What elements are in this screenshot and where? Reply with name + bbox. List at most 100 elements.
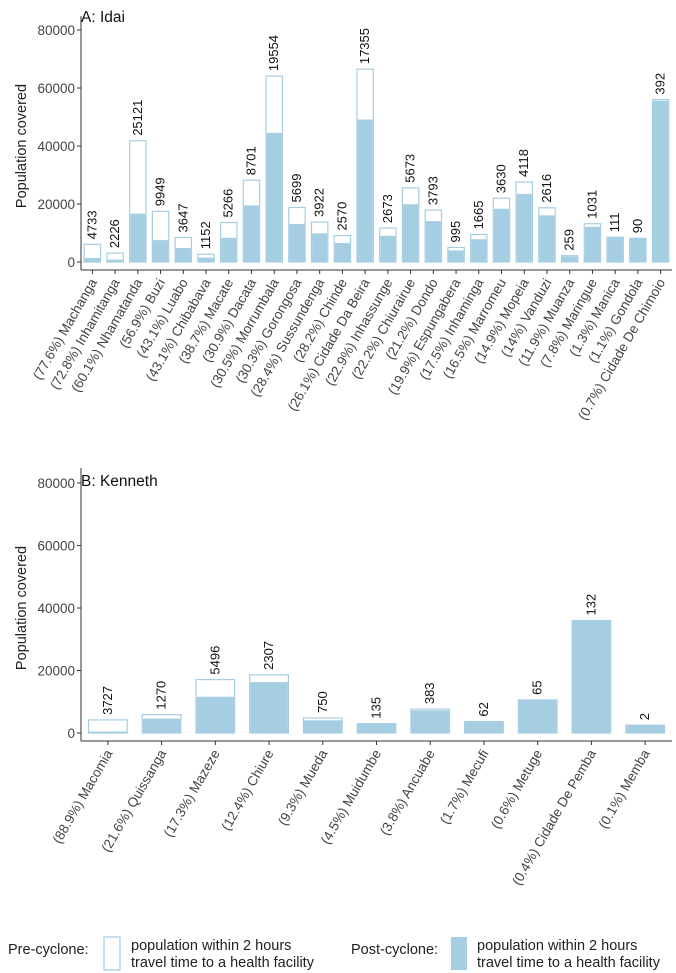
bar-post-cyclone: [357, 119, 373, 263]
legend-pre-text-1: population within 2 hours: [131, 938, 291, 954]
bar-value-label: 1031: [584, 190, 599, 219]
bar-post-cyclone: [465, 721, 503, 733]
bar-value-label: 90: [630, 219, 645, 233]
bar-post-cyclone: [152, 240, 169, 262]
bar-value-label: 5266: [221, 189, 236, 218]
bar-value-label: 5673: [403, 154, 418, 183]
bar-post-cyclone: [562, 256, 578, 262]
bar-post-cyclone: [198, 257, 214, 262]
bar-pre-cyclone: [87, 719, 128, 734]
x-tick-label: (1.7%) Mecufi: [437, 747, 492, 827]
bar-post-cyclone: [493, 208, 510, 262]
bar-post-cyclone: [518, 700, 557, 733]
legend-post-swatch: [451, 937, 467, 970]
bar-value-label: 132: [583, 594, 598, 616]
bar-post-cyclone: [653, 100, 669, 262]
y-tick-label: 60000: [37, 81, 75, 96]
bar-post-cyclone: [626, 725, 664, 733]
y-tick-label: 60000: [37, 539, 75, 554]
bar-value-label: 3630: [494, 164, 509, 193]
y-tick-label: 40000: [37, 601, 75, 616]
bar-post-cyclone: [89, 731, 127, 733]
bar-value-label: 3793: [425, 176, 440, 205]
bar-post-cyclone: [403, 204, 419, 262]
bar-post-cyclone: [196, 696, 235, 733]
y-tick-label: 40000: [37, 139, 75, 154]
legend-post-text-2: travel time to a health facility: [477, 955, 661, 971]
x-tick-label: (0.1%) Memba: [595, 747, 653, 832]
bar-value-label: 1152: [198, 221, 213, 249]
bar-post-cyclone: [221, 237, 237, 262]
x-tick-label: (3.8%) Ancuabe: [377, 747, 438, 838]
bar-value-label: 750: [315, 691, 330, 713]
bar-value-label: 1270: [154, 681, 169, 710]
bar-value-label: 995: [448, 221, 463, 243]
bar-post-cyclone: [304, 720, 342, 733]
chart-title: A: Idai: [81, 9, 125, 26]
bar-post-cyclone: [357, 724, 396, 733]
y-tick-label: 20000: [37, 664, 75, 679]
bar-post-cyclone: [289, 224, 305, 262]
y-axis-label: Population covered: [14, 546, 30, 670]
bar-value-label: 8701: [243, 146, 258, 175]
bar-post-cyclone: [411, 710, 449, 733]
chart-title: B: Kenneth: [81, 473, 158, 490]
bar-value-label: 5496: [207, 646, 222, 675]
bar-value-label: 111: [607, 212, 622, 232]
bar-value-label: 17355: [357, 28, 372, 64]
y-tick-label: 80000: [37, 476, 75, 491]
y-tick-label: 0: [67, 726, 75, 741]
bar-post-cyclone: [572, 620, 611, 733]
legend-pre-title: Pre-cyclone:: [8, 942, 89, 958]
bar-post-cyclone: [334, 243, 350, 262]
bar-post-cyclone: [471, 239, 487, 262]
x-tick-label: (12.4%) Chiure: [218, 747, 276, 833]
bar-value-label: 392: [653, 73, 668, 95]
bar-value-label: 62: [476, 702, 491, 716]
bar-post-cyclone: [250, 682, 288, 733]
bar-post-cyclone: [107, 259, 123, 262]
bar-value-label: 25121: [130, 100, 145, 136]
panel-a-idai: A: Idai Population covered 0 20000 40000 6000…: [14, 9, 672, 423]
bar-post-cyclone: [607, 237, 623, 262]
bar-post-cyclone: [312, 233, 328, 262]
bar-value-label: 65: [530, 680, 545, 694]
bar-post-cyclone: [142, 718, 181, 733]
y-tick-label: 20000: [37, 197, 75, 212]
x-tick-label: (9.3%) Mueda: [275, 747, 331, 828]
legend-pre-text-2: travel time to a health facility: [131, 955, 315, 971]
bar-value-label: 2616: [539, 174, 554, 203]
x-tick-label: (88.9%) Macomia: [50, 747, 116, 847]
bar-post-cyclone: [584, 226, 601, 262]
bar-post-cyclone: [130, 213, 146, 262]
bar-value-label: 1665: [471, 200, 486, 229]
bar-value-label: 2226: [107, 219, 122, 248]
bar-value-label: 3647: [175, 204, 190, 233]
bar-value-label: 3727: [100, 686, 115, 715]
panel-b-kenneth: B: Kenneth Population covered 0 20000 40000 6…: [14, 468, 672, 888]
bar-value-label: 383: [422, 682, 437, 704]
x-tick-label: (0.6%) Metuge: [488, 747, 545, 831]
y-axis-label: Population covered: [14, 84, 30, 208]
bar-post-cyclone: [84, 258, 100, 262]
x-tick-label: (4.5%) Muidumbe: [318, 747, 384, 847]
y-tick-label: 80000: [37, 23, 75, 38]
bar-value-label: 19554: [266, 35, 281, 71]
legend: Pre-cyclone: population within 2 hours t…: [8, 936, 661, 971]
bar-post-cyclone: [380, 235, 396, 262]
bar-value-label: 135: [369, 697, 384, 719]
bar-value-label: 4118: [516, 149, 531, 177]
y-tick-label: 0: [67, 255, 75, 270]
bar-value-label: 5699: [289, 174, 304, 203]
bar-value-label: 2307: [261, 641, 276, 670]
bar-value-label: 9949: [153, 177, 168, 206]
bar-post-cyclone: [266, 132, 282, 262]
bar-value-label: 3922: [312, 188, 327, 217]
x-tick-label: (17.3%) Mazeze: [161, 747, 223, 840]
bar-post-cyclone: [425, 221, 441, 262]
bar-post-cyclone: [243, 205, 260, 262]
bar-value-label: 4733: [84, 210, 99, 239]
bar-post-cyclone: [630, 238, 646, 262]
bar-value-label: 2570: [334, 202, 349, 231]
